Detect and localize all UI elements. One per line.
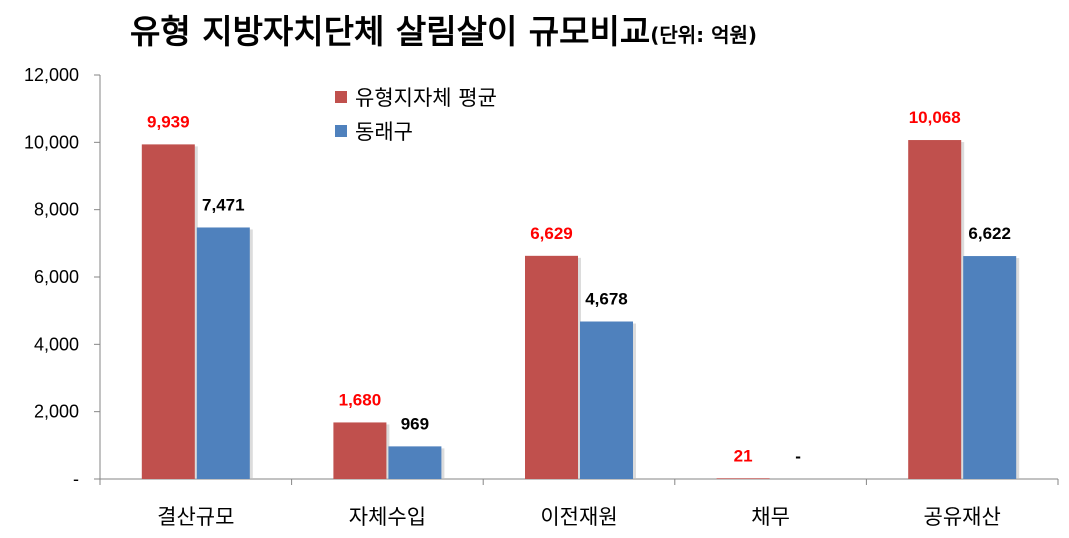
x-category-label: 이전재원: [540, 505, 617, 529]
legend-label: 유형지자체 평균: [355, 86, 497, 110]
data-label: 9,939: [147, 112, 190, 131]
y-tick-label: 10,000: [24, 132, 79, 152]
data-label: 10,068: [909, 108, 961, 127]
legend-swatch: [335, 91, 347, 103]
y-tick-label: 12,000: [24, 65, 79, 85]
chart-unit-note: (단위: 억원): [650, 23, 757, 47]
bar-average-1: [333, 422, 387, 479]
data-label: 21: [734, 446, 753, 465]
x-category-label: 결산규모: [157, 505, 234, 529]
x-category-label: 채무: [751, 505, 790, 529]
data-labels: 9,939 7,471 1,680 969 6,629 4,678 21 - 10,068 6,6…: [147, 108, 1011, 466]
y-tick-label: 4,000: [34, 334, 79, 354]
axes: - 2,000 4,000 6,000 8,000 10,000 12,000 결산규모 자체수…: [24, 65, 1059, 529]
bars: [141, 140, 1020, 479]
x-category-label: 자체수입: [349, 505, 426, 529]
chart-title-main: 유형 지방자치단체 살림살이 규모비교: [130, 12, 650, 51]
data-label: 969: [401, 414, 429, 433]
bar-dongnae-1: [388, 446, 442, 479]
bar-average-2: [525, 255, 578, 479]
data-label: 6,622: [968, 224, 1011, 243]
data-label: 1,680: [339, 390, 382, 409]
y-tick-label: 6,000: [34, 267, 79, 287]
bar-dongnae-0: [196, 227, 250, 479]
data-label: 7,471: [202, 195, 245, 214]
x-category-label: 공유재산: [924, 505, 1001, 529]
bar-average-4: [908, 140, 962, 479]
bar-average-0: [141, 144, 195, 479]
y-tick-label: 2,000: [34, 402, 79, 422]
bar-dongnae-4: [963, 256, 1017, 479]
data-label: -: [795, 447, 801, 466]
bar-dongnae-2: [580, 321, 633, 479]
bar-average-3: [716, 478, 770, 479]
legend-swatch: [335, 125, 347, 137]
y-tick-label: 8,000: [34, 200, 79, 220]
chart-title: 유형 지방자치단체 살림살이 규모비교(단위: 억원): [130, 12, 757, 51]
data-label: 6,629: [530, 224, 573, 243]
y-tick-label: -: [73, 469, 79, 489]
legend-label: 동래구: [355, 120, 413, 144]
data-label: 4,678: [585, 290, 628, 309]
